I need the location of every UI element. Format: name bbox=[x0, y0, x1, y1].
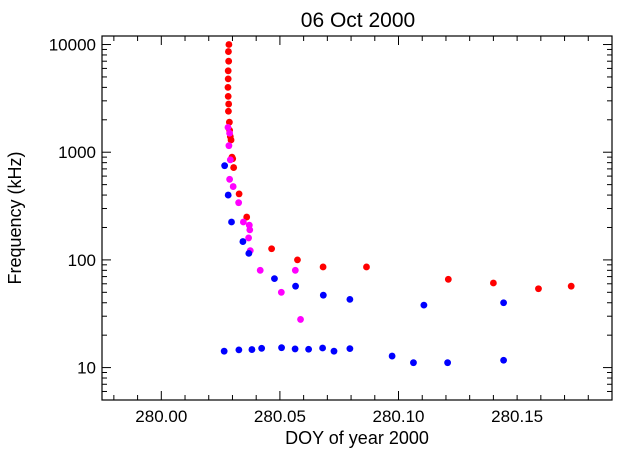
data-point bbox=[319, 344, 327, 352]
data-point bbox=[245, 249, 253, 257]
data-point bbox=[220, 347, 228, 355]
data-point bbox=[235, 346, 243, 354]
data-point bbox=[291, 345, 299, 353]
data-point bbox=[500, 299, 507, 307]
data-point bbox=[226, 175, 234, 183]
data-point bbox=[319, 291, 327, 299]
data-point bbox=[277, 288, 285, 296]
x-tick-label: 280.15 bbox=[491, 407, 543, 426]
data-point bbox=[225, 142, 233, 150]
data-point bbox=[346, 295, 354, 303]
data-point bbox=[567, 282, 575, 290]
data-point bbox=[224, 67, 232, 75]
x-tick-label: 280.10 bbox=[373, 407, 425, 426]
data-point bbox=[319, 263, 327, 271]
data-point bbox=[346, 345, 354, 353]
x-tick-label: 280.05 bbox=[254, 407, 306, 426]
data-point bbox=[268, 245, 276, 253]
data-point bbox=[226, 129, 234, 137]
y-tick-label: 10 bbox=[77, 359, 96, 378]
x-axis: 280.00 280.05 280.10 280.15 bbox=[113, 36, 613, 426]
data-point bbox=[239, 218, 247, 226]
data-point bbox=[227, 136, 235, 144]
data-point bbox=[410, 359, 417, 367]
data-point bbox=[235, 199, 243, 207]
data-point bbox=[228, 218, 235, 226]
data-point bbox=[248, 346, 256, 353]
x-axis-label: DOY of year 2000 bbox=[285, 428, 429, 448]
plot-frame bbox=[101, 35, 613, 401]
data-point bbox=[225, 107, 232, 115]
data-point bbox=[235, 190, 243, 198]
data-point bbox=[297, 316, 304, 323]
data-point bbox=[278, 344, 285, 352]
data-point bbox=[330, 347, 338, 355]
data-point bbox=[225, 118, 233, 126]
data-point bbox=[224, 75, 232, 83]
data-point bbox=[229, 183, 237, 190]
data-point bbox=[225, 41, 233, 48]
data-point bbox=[224, 92, 232, 100]
data-point bbox=[225, 57, 233, 65]
data-point bbox=[224, 123, 232, 131]
data-point bbox=[245, 234, 252, 242]
data-points bbox=[220, 41, 575, 367]
data-point bbox=[221, 162, 229, 170]
x-tick-label: 280.00 bbox=[135, 407, 187, 426]
data-point bbox=[291, 266, 299, 274]
data-point bbox=[226, 156, 234, 164]
data-point bbox=[225, 48, 232, 55]
y-axis: 10 100 1000 10000 bbox=[49, 36, 612, 401]
data-point bbox=[444, 359, 452, 367]
data-point bbox=[225, 100, 233, 108]
data-point bbox=[535, 285, 542, 293]
y-tick-label: 1000 bbox=[58, 143, 96, 162]
data-point bbox=[239, 238, 247, 245]
data-point bbox=[224, 191, 232, 199]
data-point bbox=[500, 356, 507, 364]
data-point bbox=[246, 226, 254, 234]
y-tick-label: 100 bbox=[68, 251, 96, 270]
data-point bbox=[489, 279, 497, 287]
data-point bbox=[258, 344, 266, 352]
data-point bbox=[224, 83, 232, 91]
data-point bbox=[388, 352, 396, 360]
chart-title: 06 Oct 2000 bbox=[301, 9, 415, 32]
data-point bbox=[420, 301, 428, 309]
data-point bbox=[230, 164, 238, 171]
data-point bbox=[256, 266, 264, 274]
data-point bbox=[292, 282, 299, 290]
data-point bbox=[444, 275, 452, 283]
data-point bbox=[294, 256, 301, 264]
data-point bbox=[243, 213, 251, 221]
y-axis-label: Frequency (kHz) bbox=[5, 151, 25, 284]
data-point bbox=[363, 263, 370, 271]
data-point bbox=[271, 275, 278, 283]
data-point bbox=[305, 345, 313, 353]
y-tick-label: 10000 bbox=[49, 36, 96, 55]
